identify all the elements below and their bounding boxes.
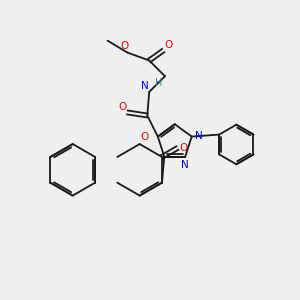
Text: O: O bbox=[141, 132, 149, 142]
Text: N: N bbox=[140, 81, 148, 91]
Text: N: N bbox=[182, 160, 189, 170]
Text: O: O bbox=[118, 101, 127, 112]
Text: H: H bbox=[155, 78, 163, 88]
Text: N: N bbox=[195, 130, 203, 141]
Text: O: O bbox=[164, 40, 172, 50]
Text: O: O bbox=[179, 143, 188, 153]
Text: O: O bbox=[120, 40, 128, 51]
